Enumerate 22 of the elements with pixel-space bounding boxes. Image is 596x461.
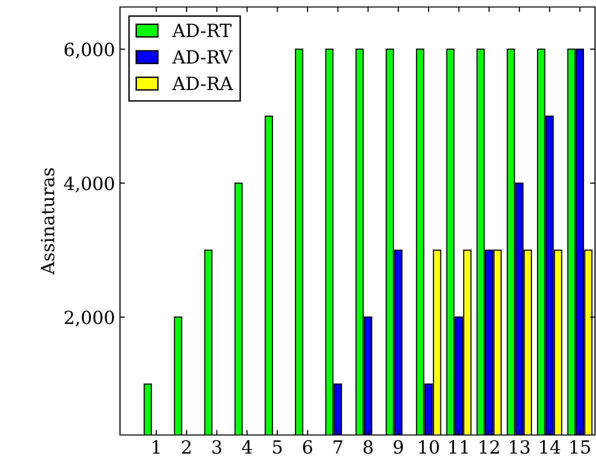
x-tick-label: 13	[510, 440, 530, 454]
x-tick-label: 4	[242, 440, 252, 454]
x-tick-label: 5	[273, 440, 282, 454]
x-tick-label: 6	[303, 440, 312, 454]
x-tick-label: 12	[480, 440, 499, 454]
legend-label: AD-RV	[172, 50, 233, 64]
x-tick-label: 10	[419, 440, 439, 454]
legend-label: AD-RT	[172, 24, 232, 37]
x-tick-label: 11	[450, 440, 468, 454]
x-tick-label: 1	[152, 440, 160, 454]
x-tick-label: 2	[182, 440, 191, 454]
x-tick-label: 3	[212, 440, 222, 454]
x-tick-label: 9	[394, 440, 403, 454]
y-tick-label: 4,000	[64, 176, 114, 192]
x-tick-label: 8	[364, 440, 373, 454]
legend-label: AD-RA	[172, 76, 234, 90]
y-tick-label: 2,000	[64, 310, 114, 326]
x-tick-label: 7	[334, 440, 342, 454]
x-tick-label: 15	[570, 440, 590, 454]
y-axis-title: Assinaturas	[40, 168, 54, 275]
y-tick-label: 6,000	[64, 42, 114, 59]
x-tick-label: 14	[540, 440, 560, 454]
